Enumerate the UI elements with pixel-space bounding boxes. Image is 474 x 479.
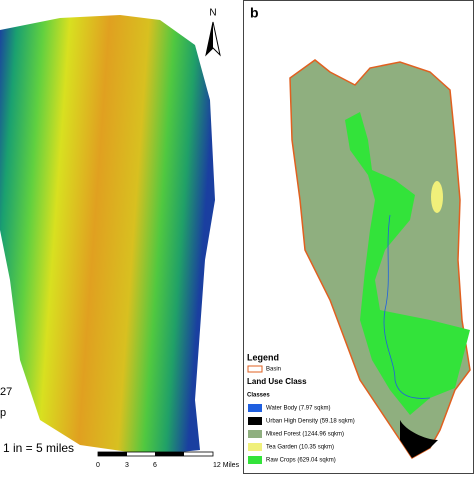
scale-bar: 0 3 6 12 Miles: [96, 451, 240, 469]
legend-label: Water Body (7.97 sqkm): [266, 406, 330, 412]
tea-garden: [431, 181, 443, 213]
north-arrow: N: [205, 8, 221, 57]
legend-swatch: [248, 456, 262, 464]
north-label: N: [209, 8, 216, 19]
cut-label: 27: [0, 386, 12, 398]
legend-swatch: [248, 417, 262, 425]
panel-label: b: [250, 5, 259, 21]
scale-label: 3: [125, 462, 129, 469]
river: [383, 214, 431, 399]
raw-crops: [345, 112, 470, 415]
legend-label: Tea Garden (10.35 sqkm): [266, 445, 334, 451]
scale-text: 1 in = 5 miles: [3, 441, 74, 455]
scale-label: 0: [96, 462, 100, 469]
legend-swatch: [247, 365, 263, 373]
legend-swatch: [248, 430, 262, 438]
scale-label: 12 Miles: [213, 462, 240, 469]
legend-heading: Land Use Class: [247, 377, 307, 386]
legend-label: Urban High Density (59.18 sqkm): [266, 419, 355, 425]
cut-label: p: [0, 407, 6, 419]
urban-high-density: [400, 420, 438, 458]
legend-label: Raw Crops (629.04 sqkm): [266, 458, 336, 464]
scale-label: 6: [153, 462, 157, 469]
legend: Legend Basin Land Use Class Classes Wate…: [247, 352, 355, 464]
legend-label: Mixed Forest (1244.96 sqkm): [266, 432, 344, 438]
legend-label: Basin: [266, 367, 281, 373]
legend-title: Legend: [247, 352, 279, 362]
legend-swatch: [248, 404, 262, 412]
elevation-map: [0, 15, 215, 455]
legend-swatch: [248, 443, 262, 451]
legend-heading: Classes: [247, 393, 270, 399]
